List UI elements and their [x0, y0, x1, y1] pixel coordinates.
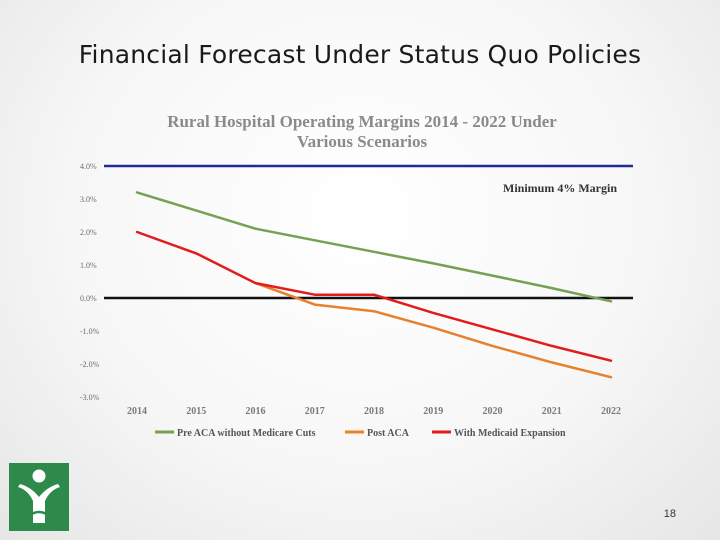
y-tick-label: -2.0% — [80, 360, 100, 369]
organization-logo-icon — [18, 469, 60, 523]
slide-title: Financial Forecast Under Status Quo Poli… — [78, 40, 642, 69]
y-tick-label: 3.0% — [80, 195, 97, 204]
series-line — [135, 191, 613, 303]
y-tick-label: 1.0% — [80, 261, 97, 270]
chart-title-line1: Rural Hospital Operating Margins 2014 - … — [167, 112, 557, 131]
x-tick-label: 2016 — [246, 406, 266, 417]
y-tick-label: -3.0% — [80, 393, 100, 402]
x-tick-label: 2017 — [305, 406, 325, 417]
chart-title-line2: Various Scenarios — [297, 132, 428, 151]
series-line — [135, 230, 613, 362]
x-tick-label: 2014 — [127, 406, 147, 417]
legend-label: With Medicaid Expansion — [454, 428, 566, 439]
series-line — [254, 281, 613, 379]
x-tick-label: 2022 — [601, 406, 621, 417]
y-tick-label: -1.0% — [80, 327, 100, 336]
legend-label: Pre ACA without Medicare Cuts — [177, 428, 316, 439]
legend-label: Post ACA — [367, 428, 410, 439]
x-tick-label: 2021 — [542, 406, 562, 417]
y-tick-label: 4.0% — [80, 162, 97, 171]
x-tick-label: 2015 — [186, 406, 206, 417]
y-tick-label: 0.0% — [80, 294, 97, 303]
logo — [9, 463, 69, 531]
min-margin-label: Minimum 4% Margin — [503, 181, 617, 195]
x-tick-label: 2019 — [423, 406, 443, 417]
x-tick-label: 2018 — [364, 406, 384, 417]
y-tick-label: 2.0% — [80, 228, 97, 237]
x-tick-label: 2020 — [483, 406, 503, 417]
page-number: 18 — [663, 508, 676, 520]
